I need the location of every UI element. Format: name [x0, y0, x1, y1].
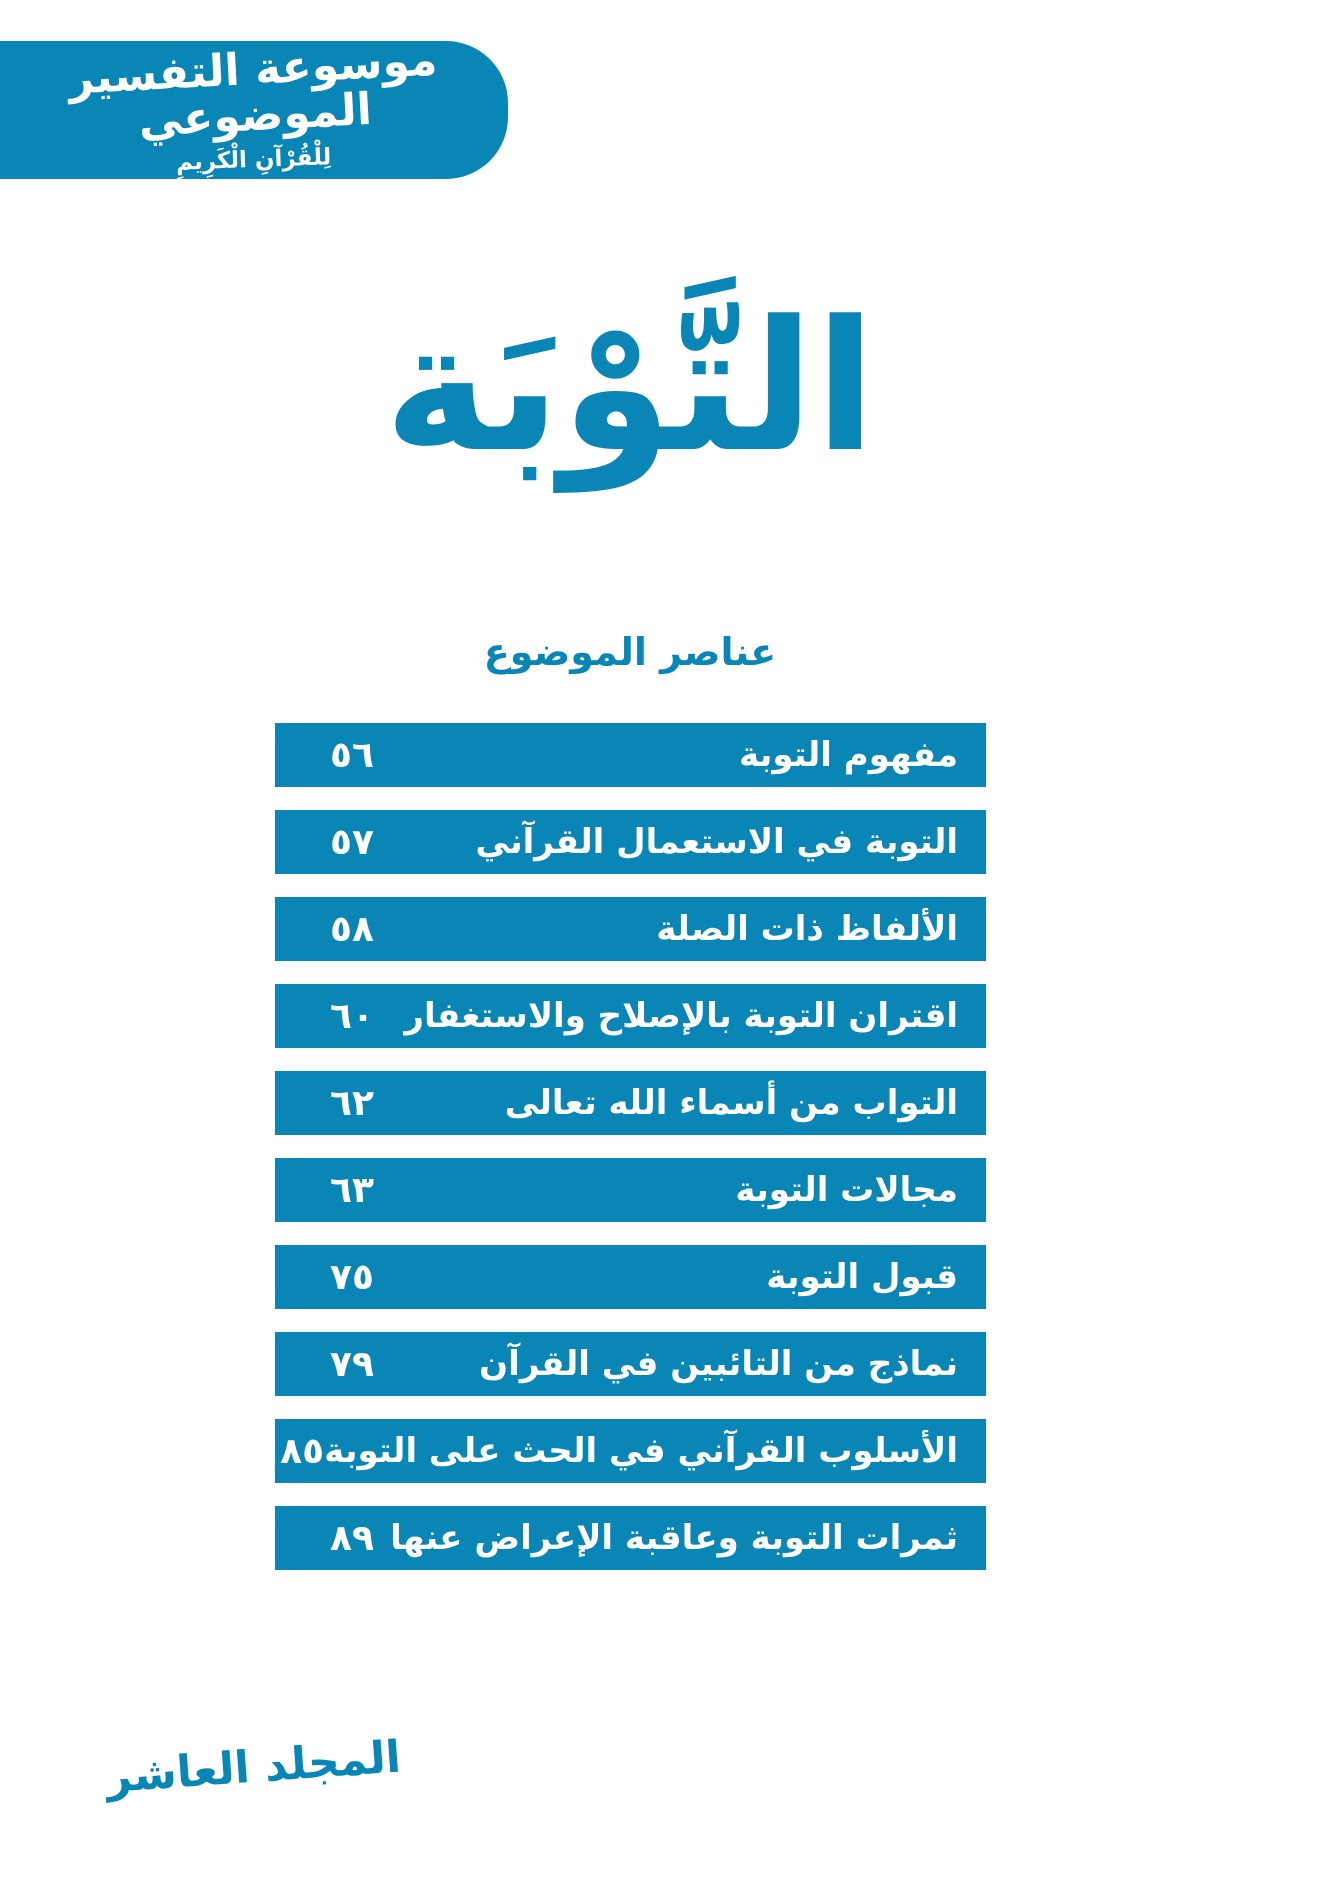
- toc-entry-page-number: ٨٩: [330, 1517, 374, 1559]
- publisher-banner-subtitle: لِلْقُرْآنِ الْكَرِيمِ: [175, 144, 333, 176]
- toc-row: ثمرات التوبة وعاقبة الإعراض عنها ٨٩: [275, 1506, 986, 1570]
- toc-row: مجالات التوبة ٦٣: [275, 1158, 986, 1222]
- chapter-title-calligraphy: التَّوْبَة: [383, 283, 877, 492]
- publisher-banner-title: موسوعة التفسير الموضوعي: [67, 34, 439, 148]
- toc-list: مفهوم التوبة ٥٦ التوبة في الاستعمال القر…: [275, 723, 986, 1570]
- toc-entry-page-number: ٦٠: [330, 995, 374, 1037]
- toc-entry-page-number: ٦٣: [330, 1169, 374, 1211]
- toc-entry-label: الأسلوب القرآني في الحث على التوبة: [324, 1431, 958, 1471]
- toc-entry-page-number: ٨٥: [280, 1430, 325, 1472]
- toc-entry-page-number: ٥٦: [330, 734, 374, 776]
- toc-row: اقتران التوبة بالإصلاح والاستغفار ٦٠: [275, 984, 986, 1048]
- toc-entry-page-number: ٧٥: [330, 1256, 374, 1298]
- toc-row: نماذج من التائبين في القرآن ٧٩: [275, 1332, 986, 1396]
- toc-row: التواب من أسماء الله تعالى ٦٢: [275, 1071, 986, 1135]
- toc-entry-page-number: ٥٨: [330, 908, 374, 950]
- toc-row: مفهوم التوبة ٥٦: [275, 723, 986, 787]
- toc-entry-label: التواب من أسماء الله تعالى: [504, 1083, 958, 1123]
- toc-entry-label: اقتران التوبة بالإصلاح والاستغفار: [404, 996, 958, 1036]
- toc-row: قبول التوبة ٧٥: [275, 1245, 986, 1309]
- toc-row: التوبة في الاستعمال القرآني ٥٧: [275, 810, 986, 874]
- toc-entry-label: قبول التوبة: [766, 1257, 958, 1297]
- toc-entry-label: مفهوم التوبة: [738, 735, 958, 775]
- toc-entry-page-number: ٥٧: [330, 821, 374, 863]
- publisher-banner: موسوعة التفسير الموضوعي لِلْقُرْآنِ الْك…: [0, 34, 508, 179]
- volume-label: المجلد العاشر: [104, 1731, 403, 1803]
- toc-entry-label: التوبة في الاستعمال القرآني: [475, 822, 958, 862]
- toc-row: الألفاظ ذات الصلة ٥٨: [275, 897, 986, 961]
- toc-entry-label: نماذج من التائبين في القرآن: [479, 1344, 958, 1384]
- toc-heading: عناصر الموضوع: [483, 630, 777, 674]
- toc-entry-label: مجالات التوبة: [735, 1170, 958, 1210]
- toc-entry-page-number: ٧٩: [330, 1343, 374, 1385]
- toc-row: الأسلوب القرآني في الحث على التوبة ٨٥: [275, 1419, 986, 1483]
- toc-entry-label: ثمرات التوبة وعاقبة الإعراض عنها: [390, 1518, 958, 1558]
- toc-entry-label: الألفاظ ذات الصلة: [656, 909, 958, 949]
- toc-entry-page-number: ٦٢: [330, 1082, 374, 1124]
